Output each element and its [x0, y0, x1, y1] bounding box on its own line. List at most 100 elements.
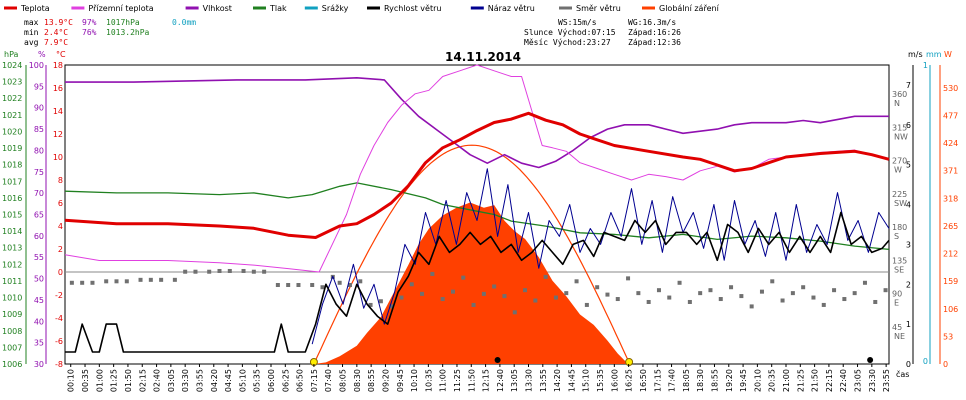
direction-tick-dir: SE [894, 265, 904, 274]
radiation-tick-label: 477 [943, 112, 958, 121]
wind-direction-point [389, 304, 394, 309]
x-tick-label: 21:50 [811, 369, 820, 392]
x-tick-label: 18:55 [710, 369, 719, 392]
pressure-tick-label: 1009 [2, 310, 22, 319]
radiation-tick-label: 265 [943, 222, 958, 231]
temp-tick-label: 2 [58, 245, 63, 254]
wind-direction-point [595, 285, 600, 290]
wind-direction-point [739, 294, 744, 299]
wind-direction-point [227, 268, 232, 273]
x-tick-label: 16:25 [625, 369, 634, 392]
x-axis-label: čas [896, 369, 909, 379]
x-tick-label: 19:45 [739, 369, 748, 392]
wind-direction-point [262, 269, 267, 274]
wind-direction-point [286, 283, 291, 288]
min-pressure: 1013.2hPa [106, 28, 150, 37]
pressure-tick-label: 1016 [2, 194, 22, 203]
pressure-tick-label: 1006 [2, 360, 22, 369]
x-tick-label: 03:30 [181, 369, 190, 392]
humidity-tick-label: 55 [34, 253, 44, 262]
wind-direction-point [543, 274, 548, 279]
wind-direction-point [251, 269, 256, 274]
x-tick-label: 13:55 [539, 369, 548, 392]
wind-direction-point [440, 297, 445, 302]
wind-direction-point [729, 285, 734, 290]
pressure-tick-label: 1020 [2, 127, 22, 136]
x-tick-label: 12:15 [482, 369, 491, 392]
wind-direction-point [749, 304, 754, 309]
radiation-tick-label: 371 [943, 167, 958, 176]
direction-tick-dir: E [894, 299, 899, 308]
temp-tick-label: 12 [53, 130, 63, 139]
series-gust-line [311, 168, 890, 345]
temp-tick-label: 10 [53, 153, 63, 162]
max-pressure: 1017hPa [106, 18, 140, 27]
wind-direction-point [358, 279, 363, 284]
wind-direction-point [574, 279, 579, 284]
moon-rise-marker [867, 357, 874, 363]
x-tick-label: 00:35 [81, 369, 90, 392]
temp-tick-label: 4 [58, 222, 63, 231]
temp-tick-label: 14 [53, 107, 63, 116]
wind-direction-point [90, 280, 95, 285]
pressure-tick-label: 1010 [2, 294, 22, 303]
humidity-tick-label: 70 [34, 189, 44, 198]
wind-direction-point [337, 280, 342, 285]
x-tick-label: 12:40 [496, 369, 505, 392]
series-wind-speed-line [65, 211, 890, 353]
direction-tick-dir: NE [894, 332, 905, 341]
chart-title: 14.11.2014 [445, 50, 521, 64]
temp-tick-label: 8 [58, 176, 63, 185]
axis-units: hPa % °C m/s mm W [4, 50, 952, 59]
wind-direction-point [461, 275, 466, 280]
pressure-tick-label: 1008 [2, 327, 22, 336]
x-tick-label: 01:50 [124, 369, 133, 392]
wind-tick-label: 6 [906, 121, 911, 130]
unit-w: W [944, 50, 952, 59]
x-tick-label: 20:10 [753, 369, 762, 392]
max-label: max [24, 18, 39, 27]
sun-rise: Slunce Východ:07:15 [524, 28, 616, 37]
x-tick-label: 21:25 [796, 369, 805, 392]
wind-tick-label: 1 [906, 320, 911, 329]
radiation-tick-label: 212 [943, 250, 958, 259]
x-tick-label: 05:10 [238, 369, 247, 392]
wind-direction-point [207, 269, 212, 274]
pressure-tick-label: 1013 [2, 244, 22, 253]
wind-tick-label: 7 [906, 81, 911, 90]
direction-tick-deg: 315 [892, 123, 907, 132]
wind-direction-point [790, 291, 795, 296]
radiation-tick-label: 159 [943, 277, 958, 286]
moon-set-marker [494, 357, 501, 363]
wind-direction-point [718, 297, 723, 302]
legend-label: Tlak [269, 4, 287, 13]
wind-direction-point [296, 283, 301, 288]
wind-direction-point [148, 277, 153, 282]
direction-tick-deg: 360 [892, 90, 907, 99]
wind-tick-label: 4 [906, 201, 911, 210]
theoretical-radiation-curve [313, 144, 631, 365]
wind-direction-point [759, 289, 764, 294]
x-axis: 00:10 00:35 01:00 01:25 01:50 02:15 02:40 03:05… [67, 364, 891, 392]
wind-direction-point [698, 291, 703, 296]
legend-label: Náraz větru [488, 4, 535, 13]
x-tick-label: 18:05 [682, 369, 691, 392]
x-tick-label: 21:00 [782, 369, 791, 392]
wind-speed-max: WS:15m/s [558, 18, 597, 27]
wind-direction-point [636, 291, 641, 296]
wind-direction-point [687, 299, 692, 304]
temp-tick-label: 0 [58, 268, 63, 277]
wind-direction-point [399, 295, 404, 300]
pressure-tick-label: 1012 [2, 260, 22, 269]
x-tick-label: 02:40 [153, 369, 162, 392]
pressure-tick-label: 1017 [2, 177, 22, 186]
wind-direction-point [114, 279, 119, 284]
wind-direction-point [320, 285, 325, 290]
wind-direction-point [347, 283, 352, 288]
wind-direction-point [378, 299, 383, 304]
radiation-tick-label: 0 [943, 360, 948, 369]
wind-direction-point [533, 298, 538, 303]
x-tick-label: 08:05 [339, 369, 348, 392]
wind-tick-label: 3 [906, 240, 911, 249]
legend-label: Globální záření [659, 4, 720, 13]
